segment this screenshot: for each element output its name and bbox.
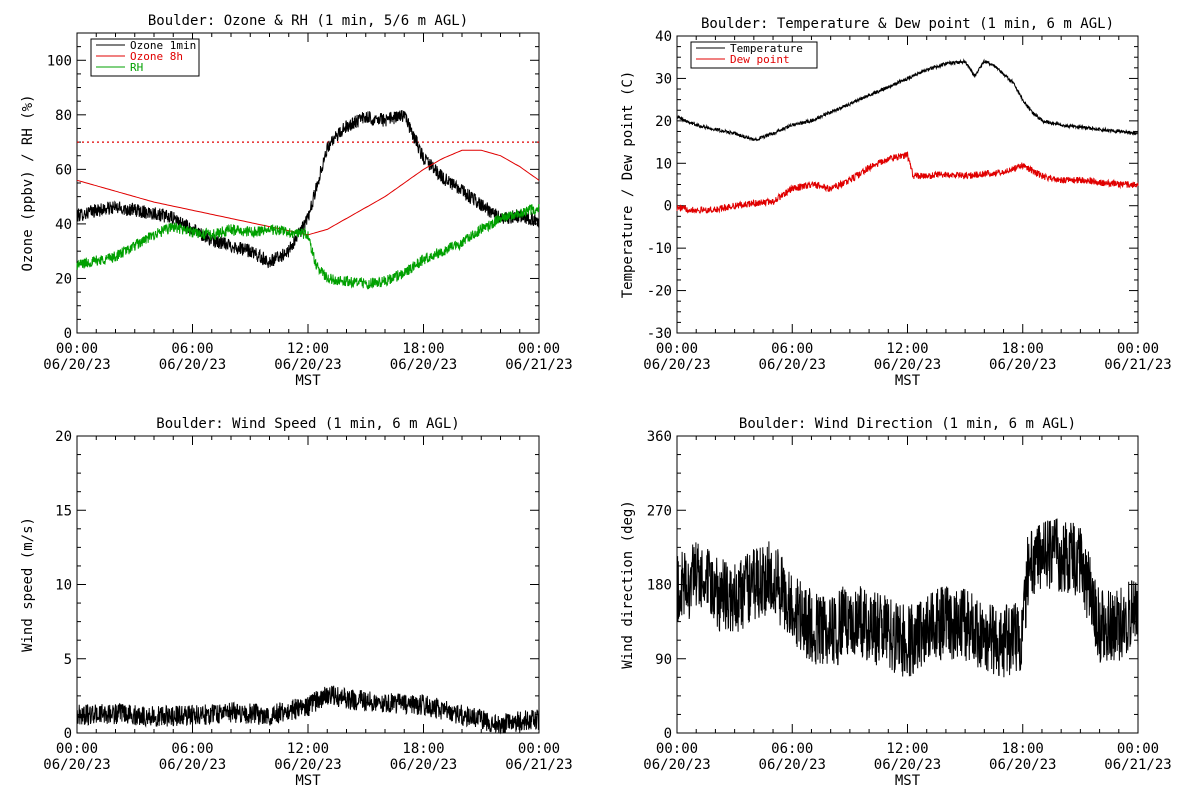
chart-title: Boulder: Temperature & Dew point (1 min,… [701,16,1114,32]
y-tick-label: 0 [664,726,672,742]
y-tick-label: 10 [655,156,672,172]
x-tick-time: 00:00 [56,741,98,757]
chart-panel-2: Boulder: Temperature & Dew point (1 min,… [620,16,1172,389]
y-axis-label: Temperature / Dew point (C) [620,71,636,299]
y-tick-label: 0 [64,726,72,742]
y-axis-label: Ozone (ppbv) / RH (%) [20,94,36,271]
plot-frame [676,35,1139,334]
x-tick-time: 00:00 [656,341,698,357]
x-tick-date: 06/20/23 [759,757,826,773]
y-tick-label: 100 [47,53,72,69]
x-axis-label: MST [295,373,321,389]
series-line-2 [676,151,1139,215]
y-tick-label: 15 [55,503,72,519]
y-tick-label: -20 [647,284,672,300]
x-axis-label: MST [295,773,321,789]
y-tick-label: 5 [64,652,72,668]
x-tick-date: 06/21/23 [1104,757,1171,773]
chart-title: Boulder: Ozone & RH (1 min, 5/6 m AGL) [148,13,468,29]
x-axis-label: MST [895,773,921,789]
series-line-3 [76,204,540,290]
x-tick-date: 06/21/23 [1104,357,1171,373]
y-tick-label: 0 [64,326,72,342]
y-tick-label: 20 [655,114,672,130]
x-tick-date: 06/20/23 [989,357,1056,373]
x-tick-time: 12:00 [287,741,329,757]
x-tick-date: 06/20/23 [643,357,710,373]
y-axis-label: Wind direction (deg) [620,500,636,669]
x-tick-time: 06:00 [771,341,813,357]
y-tick-label: 270 [647,503,672,519]
x-tick-date: 06/20/23 [159,757,226,773]
x-tick-date: 06/20/23 [390,757,457,773]
y-tick-label: 10 [55,578,72,594]
x-tick-time: 18:00 [1002,341,1044,357]
y-tick-label: 0 [664,199,672,215]
plot-frame [76,435,540,734]
series-line-1 [76,685,540,735]
x-tick-date: 06/20/23 [274,357,341,373]
x-tick-date: 06/20/23 [643,757,710,773]
chart-title: Boulder: Wind Direction (1 min, 6 m AGL) [739,416,1076,432]
y-tick-label: 60 [55,162,72,178]
y-tick-label: 180 [647,578,672,594]
y-tick-label: 20 [55,429,72,445]
y-tick-label: -10 [647,241,672,257]
x-tick-time: 18:00 [1002,741,1044,757]
x-tick-date: 06/20/23 [874,357,941,373]
x-tick-date: 06/20/23 [989,757,1056,773]
series-line-1 [676,518,1139,678]
chart-panel-4: Boulder: Wind Direction (1 min, 6 m AGL)… [620,416,1172,789]
x-tick-date: 06/20/23 [874,757,941,773]
legend-label: RH [130,61,143,74]
x-tick-date: 06/20/23 [274,757,341,773]
plot-frame [76,32,540,334]
legend-label: Ozone 8h [130,50,183,63]
x-axis-label: MST [895,373,921,389]
legend-label: Ozone 1min [130,39,196,52]
x-tick-date: 06/20/23 [390,357,457,373]
y-tick-label: 40 [55,217,72,233]
x-tick-date: 06/21/23 [505,357,572,373]
x-tick-time: 00:00 [656,741,698,757]
y-tick-label: 360 [647,429,672,445]
x-tick-time: 18:00 [402,741,444,757]
chart-panel-1: Boulder: Ozone & RH (1 min, 5/6 m AGL) 0 2… [20,13,573,389]
chart-panel-3: Boulder: Wind Speed (1 min, 6 m AGL) 0 5 10… [20,416,573,789]
x-tick-time: 00:00 [518,341,560,357]
x-tick-date: 06/21/23 [505,757,572,773]
x-tick-time: 12:00 [287,341,329,357]
chart-title: Boulder: Wind Speed (1 min, 6 m AGL) [156,416,459,432]
legend-label: Temperature [730,42,803,55]
x-tick-time: 06:00 [171,741,213,757]
y-tick-label: 80 [55,108,72,124]
x-tick-time: 00:00 [56,341,98,357]
y-tick-label: 90 [655,652,672,668]
x-tick-time: 12:00 [886,341,928,357]
x-tick-date: 06/20/23 [43,757,110,773]
y-tick-label: -30 [647,326,672,342]
x-tick-time: 06:00 [171,341,213,357]
series-line-1 [676,58,1139,142]
series-line-1 [76,110,540,269]
x-tick-time: 18:00 [402,341,444,357]
x-tick-time: 00:00 [1117,741,1159,757]
y-tick-label: 20 [55,271,72,287]
y-axis-label: Wind speed (m/s) [20,517,36,652]
x-tick-time: 06:00 [771,741,813,757]
legend-label: Dew point [730,53,790,66]
legend-box [690,41,818,69]
x-tick-time: 00:00 [1117,341,1159,357]
x-tick-date: 06/20/23 [759,357,826,373]
y-tick-label: 40 [655,29,672,45]
x-tick-time: 12:00 [886,741,928,757]
x-tick-date: 06/20/23 [43,357,110,373]
x-tick-time: 00:00 [518,741,560,757]
y-tick-label: 30 [655,71,672,87]
x-tick-date: 06/20/23 [159,357,226,373]
